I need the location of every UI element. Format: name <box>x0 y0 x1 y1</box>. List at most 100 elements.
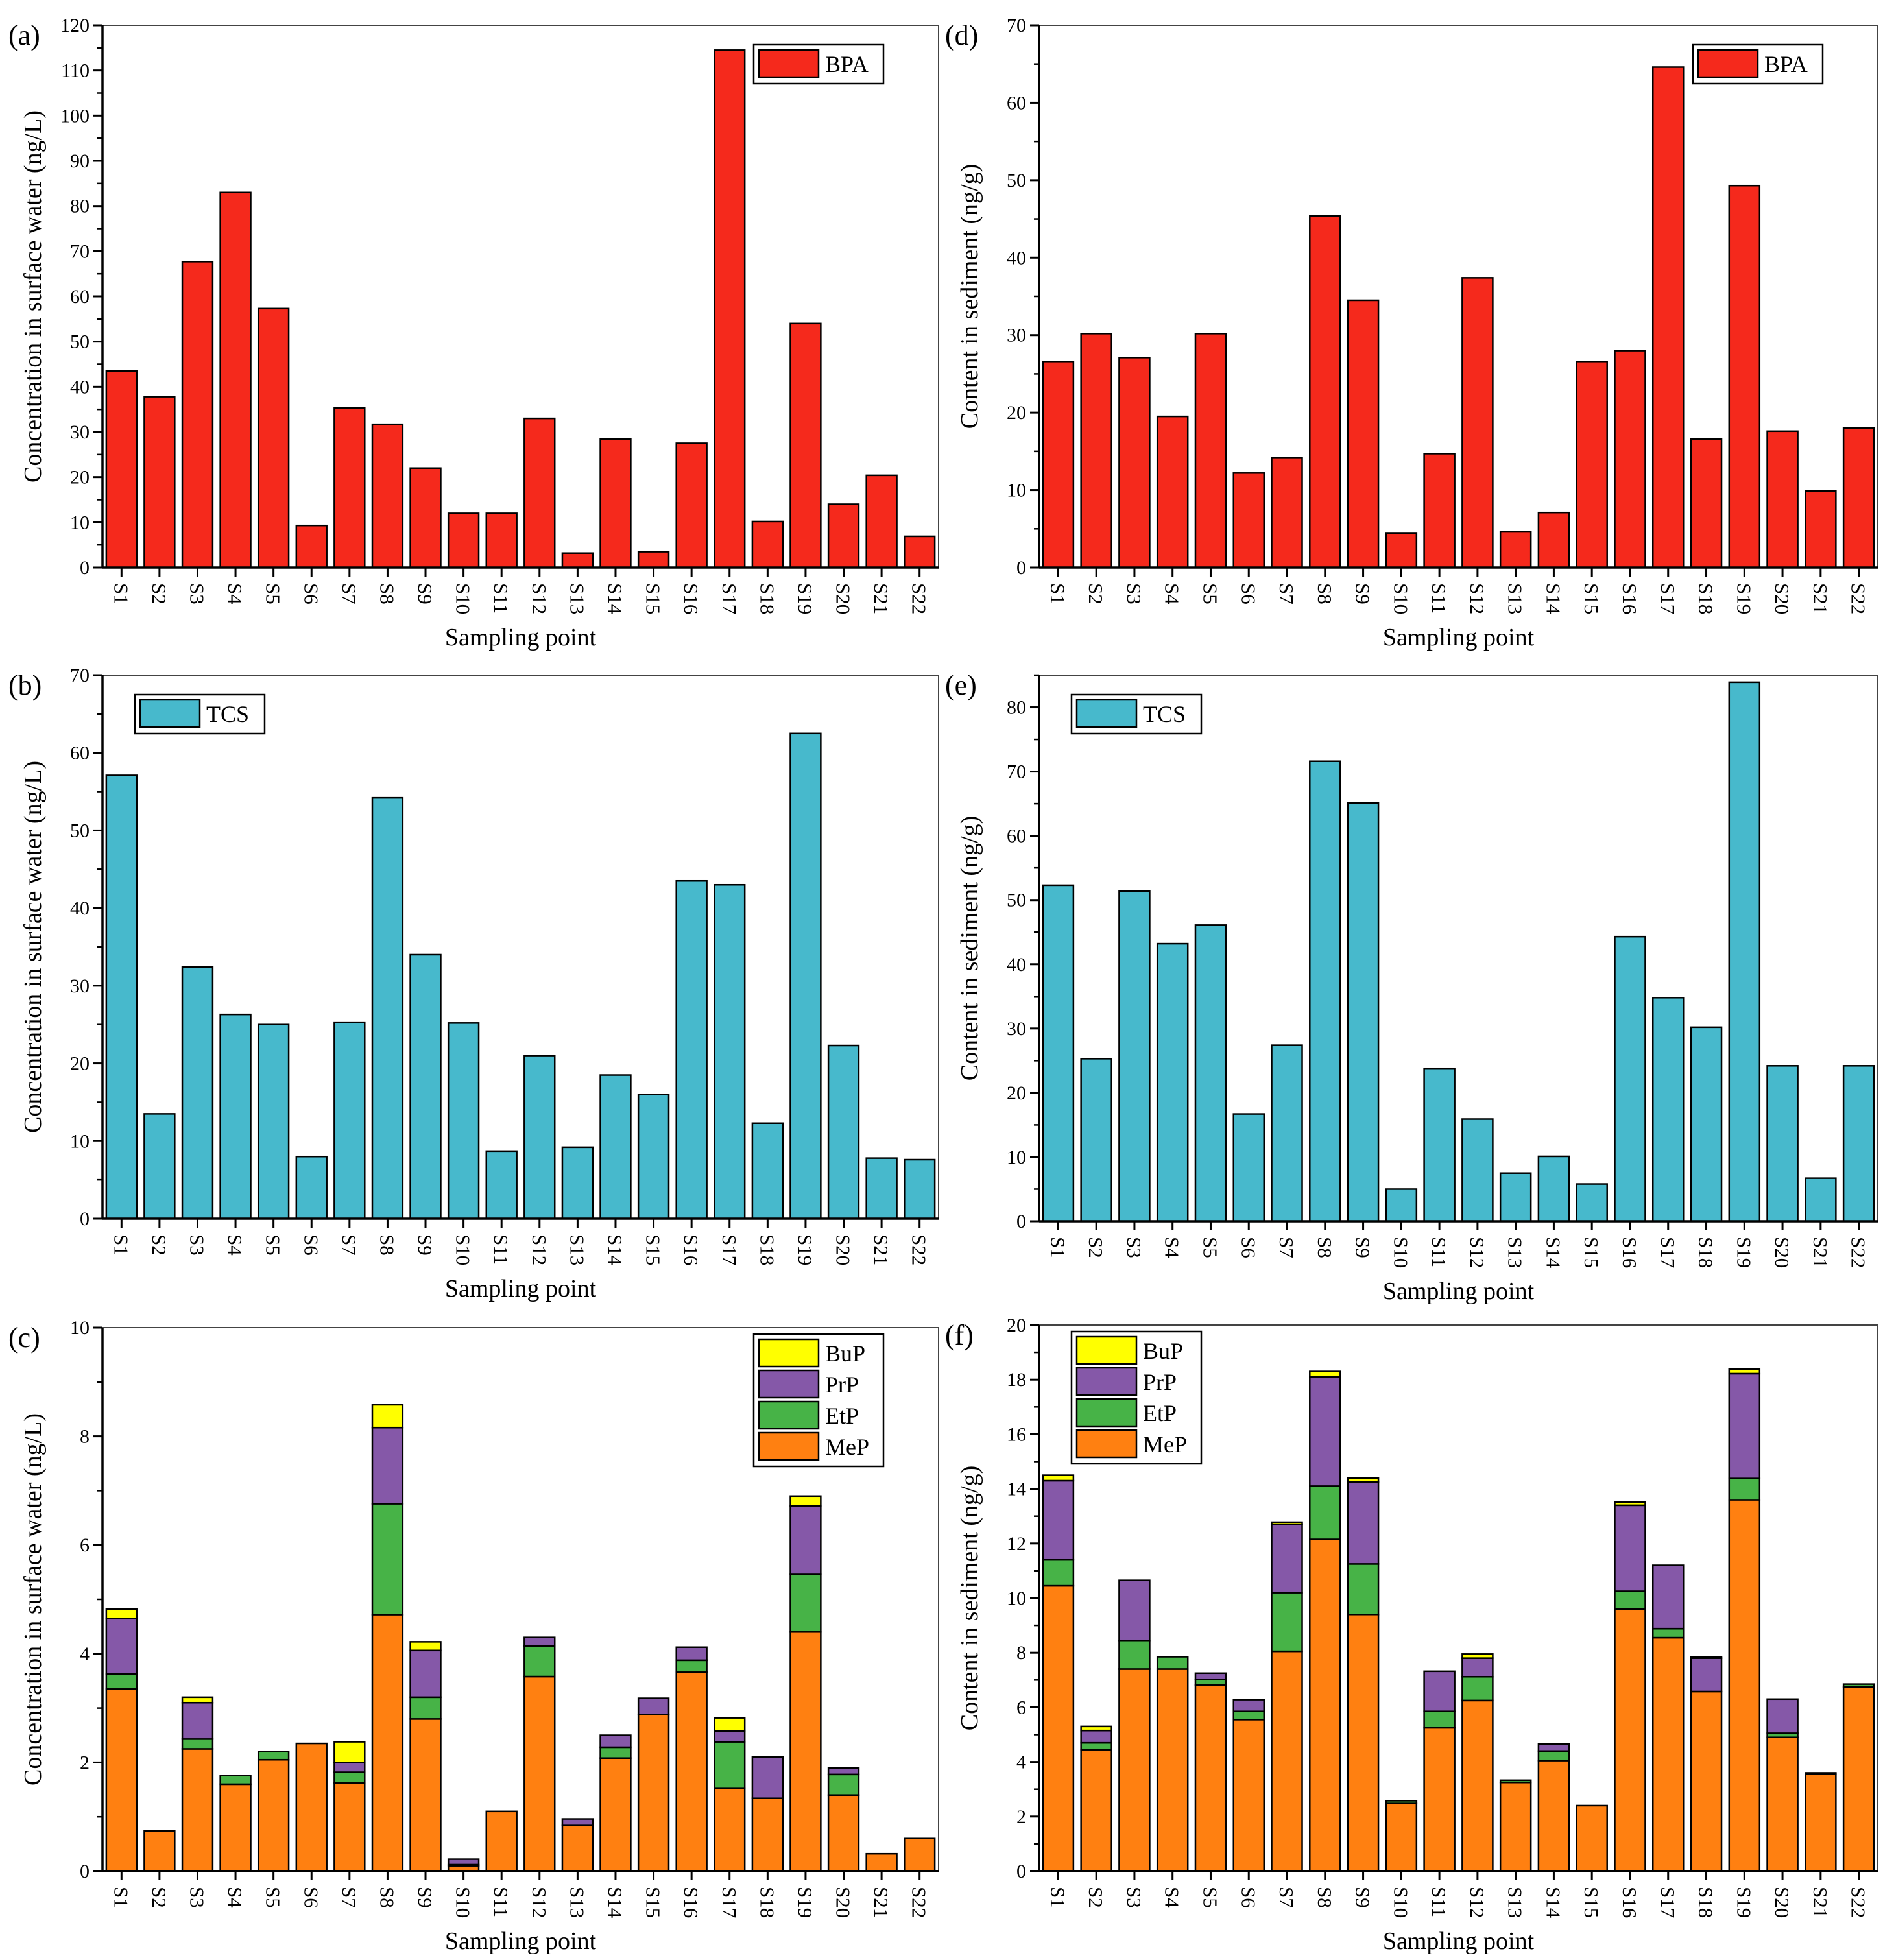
bar-MeP-S10 <box>1385 1802 1418 1872</box>
x-tick-label: S16 <box>680 1234 702 1265</box>
y-tick-label: 10 <box>1007 480 1026 501</box>
bar-EtP-S2 <box>1080 1741 1112 1751</box>
y-tick-label: 0 <box>80 557 90 579</box>
bar-BPA-S17 <box>1651 66 1685 569</box>
bar-PrP-S14 <box>1537 1743 1570 1752</box>
bar-EtP-S6 <box>1232 1710 1265 1721</box>
bar-PrP-S12 <box>1461 1657 1494 1678</box>
y-axis-label: Concentration in surface water (ng/L) <box>19 1413 47 1786</box>
bar-MeP-S9 <box>1347 1614 1380 1872</box>
legend-label-BPA: BPA <box>1764 51 1808 77</box>
bar-MeP-S7 <box>1271 1650 1303 1872</box>
y-tick-label: 40 <box>70 898 90 919</box>
bar-BPA-S7 <box>333 407 366 569</box>
y-tick-label: 8 <box>80 1426 90 1448</box>
bar-BPA-S5 <box>257 307 290 569</box>
bar-MeP-S17 <box>714 1787 746 1872</box>
legend: TCS <box>1070 693 1203 735</box>
bar-TCS-S9 <box>409 953 442 1220</box>
y-tick-label: 4 <box>80 1643 90 1665</box>
bar-MeP-S18 <box>1690 1690 1723 1872</box>
y-tick-label: 10 <box>1007 1588 1026 1609</box>
bar-TCS-S18 <box>751 1122 784 1220</box>
x-tick-label: S14 <box>604 1887 627 1918</box>
chart-panel-c: S1 S2 S3 S4 S5 S6 S7 S8 S9 S10 S11 S12 S13 S14 S15 S16 S… <box>8 1317 939 1955</box>
y-tick-label: 10 <box>70 1317 90 1339</box>
x-tick-label: S9 <box>1352 1237 1374 1258</box>
x-tick-label: S1 <box>1046 1887 1069 1908</box>
x-tick-label: S10 <box>1389 583 1412 614</box>
y-tick-label: 90 <box>70 150 90 172</box>
x-tick-label: S10 <box>1389 1887 1412 1918</box>
x-tick-label: S10 <box>452 1887 475 1918</box>
y-tick-label: 40 <box>1007 247 1026 269</box>
y-tick-label: 0 <box>1016 1861 1026 1882</box>
x-tick-label: S22 <box>1847 583 1870 614</box>
bar-MeP-S17 <box>1651 1636 1685 1872</box>
x-tick-label: S17 <box>1657 1237 1679 1268</box>
x-axis-label: Sampling point <box>1383 624 1535 651</box>
y-tick-label: 30 <box>70 975 90 997</box>
x-tick-label: S21 <box>1809 583 1832 614</box>
legend-swatch-BuP <box>758 1338 820 1368</box>
x-tick-label: S5 <box>1199 583 1221 604</box>
bar-EtP-S8 <box>371 1503 404 1616</box>
x-tick-label: S19 <box>794 1887 817 1918</box>
x-tick-label: S12 <box>528 1887 551 1918</box>
y-tick-label: 20 <box>1007 1082 1026 1104</box>
y-tick-label: 60 <box>1007 826 1026 847</box>
x-tick-label: S11 <box>1428 1237 1450 1267</box>
x-tick-label: S7 <box>338 583 361 604</box>
chart-panel-f: S1 S2 S3 S4 S5 S6 S7 S8 S9 S10 S11 S12 S13 S14 S15 S16 S… <box>945 1315 1878 1955</box>
x-tick-label: S20 <box>832 1234 855 1265</box>
bar-BPA-S18 <box>751 520 784 569</box>
bar-MeP-S11 <box>485 1810 518 1872</box>
y-tick-label: 10 <box>70 1130 90 1152</box>
bar-MeP-S3 <box>1118 1668 1151 1872</box>
legend-swatch-EtP <box>758 1400 820 1430</box>
bar-TCS-S7 <box>1271 1044 1303 1223</box>
bar-BPA-S12 <box>523 417 556 569</box>
bar-MeP-S11 <box>1423 1727 1456 1872</box>
bar-BPA-S20 <box>827 503 860 569</box>
x-tick-label: S14 <box>1542 1237 1565 1269</box>
x-tick-label: S11 <box>490 583 512 614</box>
bar-EtP-S20 <box>827 1773 860 1796</box>
panel-label: (a) <box>8 19 40 51</box>
x-tick-label: S15 <box>642 1887 665 1918</box>
bar-PrP-S9 <box>409 1649 442 1699</box>
bar-PrP-S15 <box>637 1697 670 1715</box>
bar-BPA-S2 <box>143 396 176 569</box>
bar-MeP-S14 <box>1537 1760 1570 1872</box>
bar-PrP-S3 <box>1118 1579 1151 1642</box>
bar-TCS-S2 <box>1080 1058 1112 1223</box>
x-tick-label: S13 <box>566 1234 588 1265</box>
bar-PrP-S5 <box>1194 1672 1227 1680</box>
bar-EtP-S19 <box>789 1573 822 1633</box>
legend: BPA <box>752 43 885 85</box>
bar-TCS-S3 <box>1118 890 1151 1223</box>
x-tick-label: S20 <box>1771 583 1793 614</box>
x-tick-label: S20 <box>1771 1887 1793 1918</box>
x-tick-label: S15 <box>1580 583 1603 614</box>
x-tick-label: S2 <box>148 1234 171 1256</box>
bar-MeP-S4 <box>219 1783 252 1872</box>
x-tick-label: S19 <box>794 583 817 614</box>
bar-BPA-S10 <box>1385 532 1418 569</box>
bar-EtP-S8 <box>1309 1485 1341 1540</box>
bar-MeP-S20 <box>1766 1736 1799 1872</box>
bar-PrP-S6 <box>1232 1699 1265 1712</box>
x-tick-label: S6 <box>300 1234 322 1256</box>
bar-BuP-S9 <box>409 1641 442 1652</box>
bar-PrP-S14 <box>599 1734 632 1749</box>
x-tick-label: S17 <box>1657 583 1679 614</box>
legend: BuP PrP EtP MeP <box>1070 1330 1203 1465</box>
bar-MeP-S21 <box>865 1852 898 1872</box>
bar-MeP-S6 <box>295 1742 328 1872</box>
bar-PrP-S17 <box>714 1730 746 1743</box>
bar-MeP-S13 <box>1499 1781 1532 1872</box>
legend-swatch-EtP <box>1075 1398 1138 1428</box>
y-tick-label: 60 <box>70 286 90 307</box>
x-axis-label: Sampling point <box>445 1928 597 1955</box>
